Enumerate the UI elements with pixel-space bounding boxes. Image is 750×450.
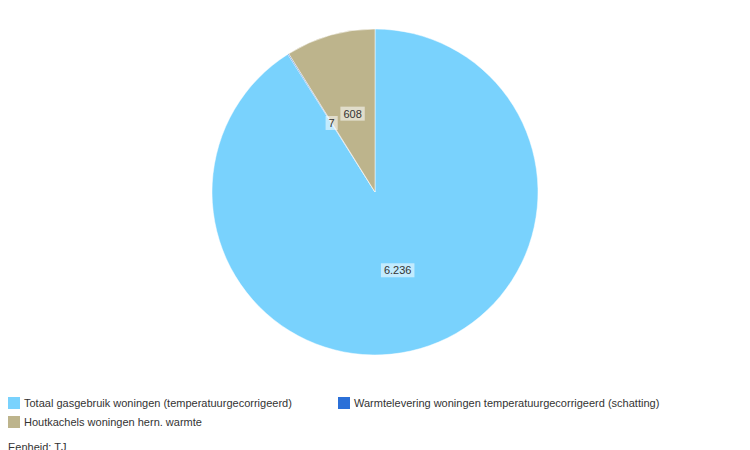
legend-swatch xyxy=(8,416,20,428)
pie-slice xyxy=(289,29,375,192)
legend-swatch xyxy=(338,397,350,409)
data-label-text: 6.236 xyxy=(384,264,412,276)
legend: Totaal gasgebruik woningen (temperatuurg… xyxy=(8,397,659,428)
data-label-box xyxy=(326,116,338,130)
data-label-box xyxy=(381,263,415,277)
pie-slice xyxy=(212,29,538,355)
slices xyxy=(212,29,538,355)
legend-swatch xyxy=(8,397,20,409)
data-label: 6.236 xyxy=(381,263,415,277)
annotation: Eenheid: TJ xyxy=(8,441,67,450)
data-label-box xyxy=(340,107,364,121)
data-label-text: 608 xyxy=(343,108,361,120)
data-label-text: 7 xyxy=(329,117,335,129)
data-label: 608 xyxy=(340,107,364,121)
data-label: 7 xyxy=(326,116,338,130)
legend-label: Houtkachels woningen hern. warmte xyxy=(24,416,202,428)
legend-label: Totaal gasgebruik woningen (temperatuurg… xyxy=(24,397,292,409)
data-labels: 6.236 7 608 xyxy=(326,107,415,278)
chart: 6.236 7 608 Totaal gasgebruik woningen (tem… xyxy=(0,0,750,450)
legend-label: Warmtelevering woningen temperatuurgecor… xyxy=(354,397,659,409)
